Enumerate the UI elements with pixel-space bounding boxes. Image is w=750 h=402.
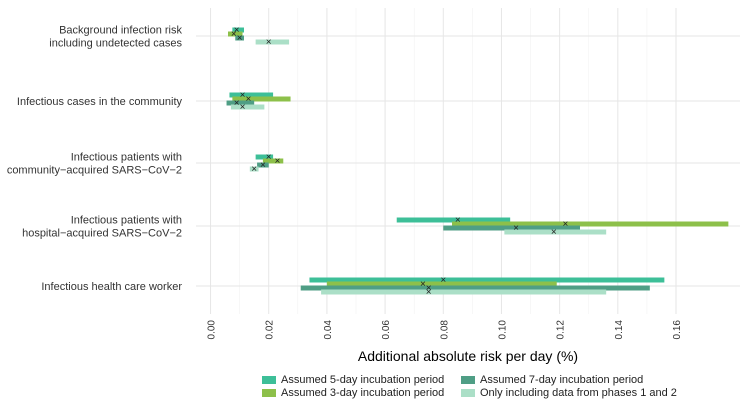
- estimate-mark: ×: [245, 94, 251, 105]
- interval-bar: [226, 100, 255, 106]
- legend-label: Only including data from phases 1 and 2: [480, 387, 677, 399]
- category-label: community−acquired SARS−CoV−2: [7, 165, 182, 177]
- estimate-mark: ×: [234, 98, 240, 109]
- category-label: Infectious health care worker: [41, 281, 182, 293]
- legend-swatch: [262, 389, 276, 397]
- interval-bar: [300, 285, 650, 291]
- estimate-mark: ×: [513, 223, 519, 234]
- interval-bar: [228, 31, 243, 37]
- interval-bar: [257, 162, 269, 168]
- x-tick-label: 0.08: [439, 320, 450, 340]
- estimate-mark: ×: [240, 90, 246, 101]
- x-tick-label: 0.02: [265, 320, 276, 340]
- interval-bar: [321, 289, 607, 295]
- x-tick-label: 0.12: [556, 320, 567, 340]
- legend-label: Assumed 3-day incubation period: [281, 387, 444, 399]
- interval-bar: [249, 166, 259, 172]
- legend-swatch: [461, 376, 475, 384]
- interval-bar: [232, 27, 244, 33]
- interval-bar: [309, 277, 665, 283]
- estimate-mark: ×: [231, 29, 237, 40]
- interval-bar: [504, 229, 607, 235]
- interval-bar: [262, 158, 284, 164]
- legend-label: Assumed 7-day incubation period: [480, 374, 643, 386]
- estimate-mark: ×: [266, 37, 272, 48]
- legend-swatch: [461, 389, 475, 397]
- estimate-mark: ×: [426, 287, 432, 298]
- estimate-marks: ××××××××××××××××××××: [231, 25, 569, 298]
- x-axis-ticks: 0.00 0.02 0.04 0.06 0.08 0.10 0.12 0.14 0.16: [207, 320, 683, 340]
- category-label: including undetected cases: [49, 38, 182, 50]
- estimate-mark: ×: [440, 275, 446, 286]
- x-axis-title: Additional absolute risk per day (%): [358, 348, 578, 364]
- interval-bar: [235, 35, 244, 41]
- estimate-mark: ×: [551, 227, 557, 238]
- category-label: Infectious cases in the community: [17, 96, 183, 108]
- interval-bar: [229, 92, 274, 98]
- series-bars: [226, 27, 729, 295]
- category-label: Infectious patients with: [71, 152, 182, 164]
- x-tick-label: 0.10: [497, 320, 508, 340]
- interval-bar: [326, 281, 557, 287]
- estimate-mark: ×: [234, 25, 240, 36]
- estimate-mark: ×: [563, 219, 569, 230]
- interval-bar: [443, 225, 580, 231]
- legend-swatch: [262, 376, 276, 384]
- x-tick-label: 0.16: [672, 320, 683, 340]
- estimate-mark: ×: [420, 279, 426, 290]
- x-tick-label: 0.00: [207, 320, 218, 340]
- x-tick-label: 0.06: [381, 320, 392, 340]
- interval-bar: [452, 221, 729, 227]
- estimate-mark: ×: [426, 283, 432, 294]
- estimate-mark: ×: [275, 156, 281, 167]
- interval-bar: [232, 96, 291, 102]
- interval-bar: [396, 217, 511, 223]
- category-label: hospital−acquired SARS−CoV−2: [22, 228, 182, 240]
- category-label: Infectious patients with: [71, 215, 182, 227]
- interval-bar: [255, 39, 290, 45]
- estimate-mark: ×: [240, 102, 246, 113]
- estimate-mark: ×: [251, 164, 257, 175]
- estimate-mark: ×: [266, 152, 272, 163]
- interval-bar: [230, 104, 265, 110]
- x-tick-label: 0.04: [323, 320, 334, 340]
- category-label: Background infection risk: [59, 25, 182, 37]
- estimate-mark: ×: [260, 160, 266, 171]
- estimate-mark: ×: [455, 215, 461, 226]
- interval-bar: [255, 154, 274, 160]
- x-tick-label: 0.14: [614, 320, 625, 340]
- estimate-mark: ×: [237, 33, 243, 44]
- legend-label: Assumed 5-day incubation period: [281, 374, 444, 386]
